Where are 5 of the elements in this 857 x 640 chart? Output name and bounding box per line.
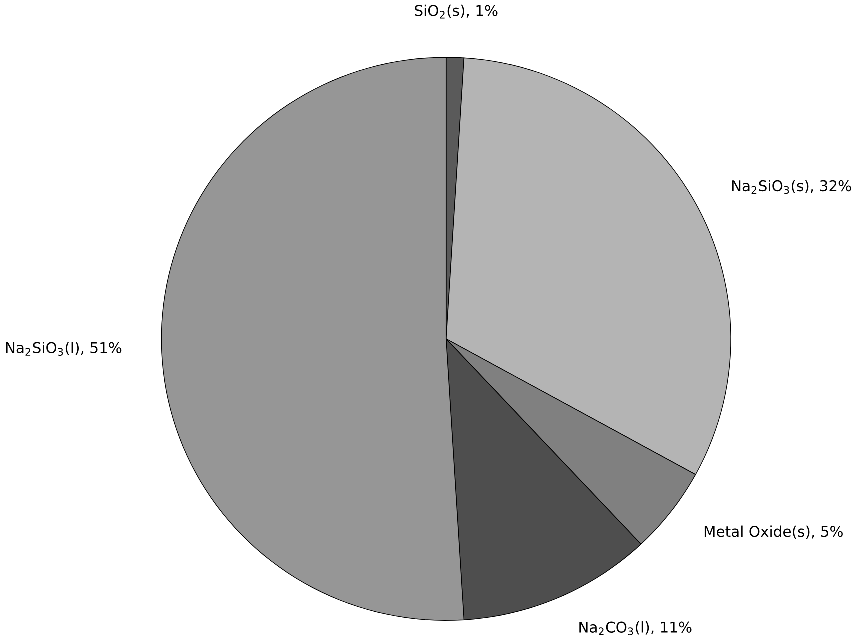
slice-label: Na$_{2}$SiO$_{3}$(s), 32% <box>732 180 852 194</box>
slice-label: Na$_{2}$SiO$_{3}$(l), 51% <box>6 342 122 356</box>
slice-label: Metal Oxide(s), 5% <box>704 526 843 539</box>
slice-label: SiO$_{2}$(s), 1% <box>415 4 498 19</box>
slice-label: Na$_{2}$CO$_{3}$(l), 11% <box>580 621 692 636</box>
